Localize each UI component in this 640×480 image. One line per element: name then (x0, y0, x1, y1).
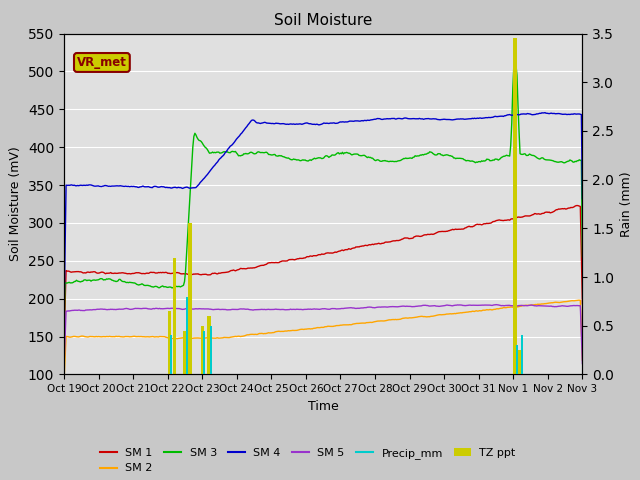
SM 4 (567, 111, 575, 117)
SM 1 (485, 220, 493, 226)
SM 5 (310, 306, 317, 312)
SM 4 (340, 119, 348, 125)
SM 3 (310, 156, 317, 162)
SM 2 (310, 325, 317, 331)
Bar (170, 336, 172, 374)
SM 3 (485, 156, 493, 162)
SM 5 (369, 305, 376, 311)
Y-axis label: Soil Moisture (mV): Soil Moisture (mV) (10, 146, 22, 262)
SM 3 (369, 155, 376, 161)
Line: SM 4: SM 4 (64, 113, 582, 318)
SM 2 (485, 307, 493, 313)
Line: SM 1: SM 1 (64, 205, 582, 343)
Line: SM 5: SM 5 (64, 305, 582, 367)
SM 2 (369, 320, 376, 325)
Bar (210, 326, 212, 374)
SM 3 (567, 157, 575, 163)
SM 4 (579, 196, 586, 202)
Bar (188, 224, 192, 374)
SM 4 (541, 110, 549, 116)
Bar (186, 297, 188, 374)
SM 5 (340, 305, 348, 311)
Title: Soil Moisture: Soil Moisture (274, 13, 372, 28)
Text: VR_met: VR_met (77, 56, 127, 69)
SM 1 (60, 340, 68, 346)
X-axis label: Time: Time (308, 400, 339, 413)
SM 2 (575, 297, 582, 303)
SM 5 (567, 303, 575, 309)
Bar (207, 316, 211, 374)
SM 2 (307, 326, 314, 332)
Legend: SM 1, SM 2, SM 3, SM 4, SM 5, Precip_mm, TZ ppt: SM 1, SM 2, SM 3, SM 4, SM 5, Precip_mm,… (95, 444, 520, 478)
SM 4 (369, 117, 376, 122)
SM 2 (60, 379, 68, 384)
SM 5 (60, 364, 68, 370)
SM 1 (340, 247, 348, 253)
SM 2 (579, 357, 586, 363)
Bar (200, 326, 204, 374)
SM 3 (579, 254, 586, 260)
SM 3 (60, 336, 68, 341)
SM 4 (60, 315, 68, 321)
SM 1 (310, 253, 317, 259)
SM 1 (307, 253, 314, 259)
SM 1 (369, 241, 376, 247)
SM 5 (579, 361, 586, 367)
Line: SM 2: SM 2 (64, 300, 582, 382)
Bar (516, 345, 518, 374)
SM 3 (307, 157, 314, 163)
SM 5 (307, 306, 314, 312)
SM 4 (485, 115, 493, 120)
Bar (518, 350, 522, 374)
Y-axis label: Rain (mm): Rain (mm) (620, 171, 633, 237)
Bar (173, 258, 176, 374)
SM 3 (340, 150, 348, 156)
SM 4 (310, 121, 317, 127)
SM 5 (492, 302, 500, 308)
Bar (203, 331, 205, 374)
Bar (513, 38, 516, 374)
SM 2 (566, 298, 574, 304)
Bar (168, 311, 171, 374)
SM 1 (573, 203, 581, 208)
Bar (521, 336, 523, 374)
SM 4 (307, 121, 314, 127)
SM 1 (579, 301, 586, 307)
SM 2 (340, 322, 348, 328)
SM 5 (485, 302, 493, 308)
SM 3 (511, 54, 518, 60)
Bar (183, 331, 187, 374)
Line: SM 3: SM 3 (64, 57, 582, 338)
SM 1 (566, 205, 574, 211)
